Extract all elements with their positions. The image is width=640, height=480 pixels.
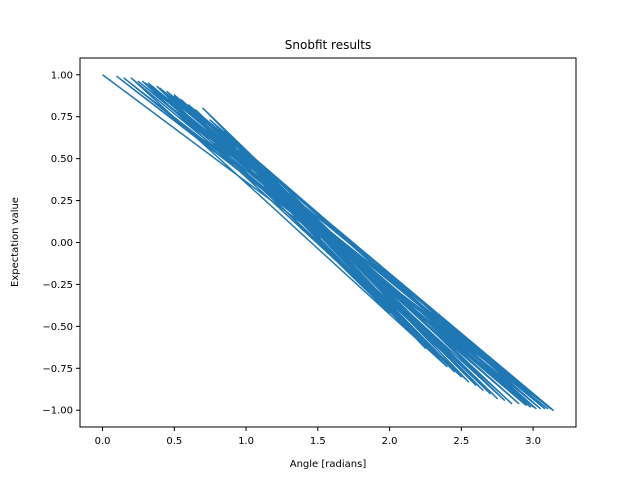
axis-ticks: 0.0 0.5 1.0 1.5 2.0 2.5 3.0 1.00 0.75 0.50 0.25 0.0… [42, 70, 541, 447]
y-axis-label: Expectation value [10, 197, 21, 287]
y-tick-label: 0.00 [51, 238, 73, 249]
y-tick-label: −1.00 [42, 406, 73, 417]
chart-title: Snobfit results [285, 38, 371, 52]
y-tick-label: −0.75 [42, 364, 73, 375]
x-tick-label: 0.5 [166, 436, 182, 447]
x-tick-label: 0.0 [95, 436, 111, 447]
y-tick-label: 0.25 [51, 196, 73, 207]
x-tick-label: 2.5 [453, 436, 469, 447]
y-tick-label: −0.50 [42, 322, 73, 333]
y-tick-label: −0.25 [42, 280, 73, 291]
x-axis-label: Angle [radians] [290, 459, 367, 470]
y-tick-label: 1.00 [51, 70, 73, 81]
x-tick-label: 2.0 [382, 436, 398, 447]
series-line-0 [102, 74, 554, 411]
x-tick-label: 3.0 [525, 436, 541, 447]
y-tick-label: 0.50 [51, 154, 73, 165]
x-tick-label: 1.0 [238, 436, 254, 447]
x-tick-label: 1.5 [310, 436, 326, 447]
plot-area [102, 74, 554, 411]
y-tick-label: 0.75 [51, 112, 73, 123]
